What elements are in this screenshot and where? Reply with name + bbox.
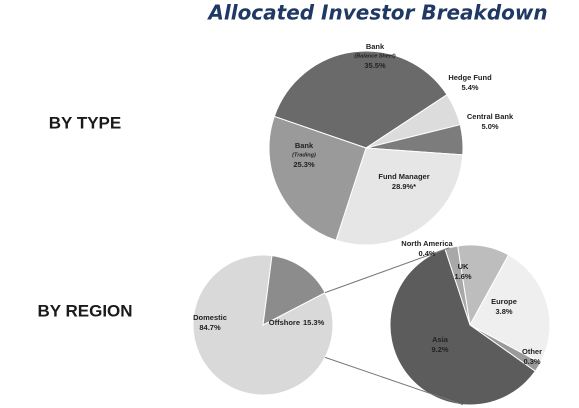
value-label: 84.7%	[199, 323, 221, 332]
connector	[324, 247, 450, 294]
pie-slice	[389, 248, 536, 406]
pie-slice	[268, 115, 367, 241]
slice-label: Fund Manager	[378, 172, 429, 181]
connector	[324, 356, 464, 406]
slice-label: Europe	[491, 297, 517, 306]
value-label: 0.3%	[523, 357, 540, 366]
value-label: 5.4%	[461, 83, 478, 92]
value-label: 28.9%*	[392, 182, 416, 191]
section-label: BY TYPE	[49, 113, 121, 132]
value-label: 1.6%	[454, 272, 471, 281]
value-label: 15.3%	[303, 318, 325, 327]
chart-title: Allocated Investor Breakdown	[206, 1, 547, 25]
value-label: 0.4%	[418, 249, 435, 258]
slice-label: North America	[401, 239, 453, 248]
slice-label: Asia	[432, 335, 449, 344]
value-label: 35.5%	[364, 61, 386, 70]
pie-slice	[262, 255, 326, 326]
slice-label: Other	[522, 347, 542, 356]
pie-slice	[469, 254, 551, 364]
pie-slice	[335, 147, 464, 246]
slice-label: Bank	[295, 141, 314, 150]
slice-note: (Balance Sheet)	[354, 53, 395, 59]
slice-note: (Trading)	[292, 152, 316, 158]
slice-label: Central Bank	[467, 112, 514, 121]
value-label: 25.3%	[293, 160, 315, 169]
value-label: 5.0%	[481, 122, 498, 131]
slice-label: Hedge Fund	[448, 73, 492, 82]
section-label: BY REGION	[37, 301, 132, 320]
slice-label: UK	[458, 262, 469, 271]
slice-label: Offshore	[269, 318, 300, 327]
value-label: 9.2%	[431, 345, 448, 354]
value-label: 3.8%	[495, 307, 512, 316]
slice-label: Bank	[366, 42, 385, 51]
pie-slice	[273, 50, 448, 149]
slice-label: Domestic	[193, 313, 227, 322]
